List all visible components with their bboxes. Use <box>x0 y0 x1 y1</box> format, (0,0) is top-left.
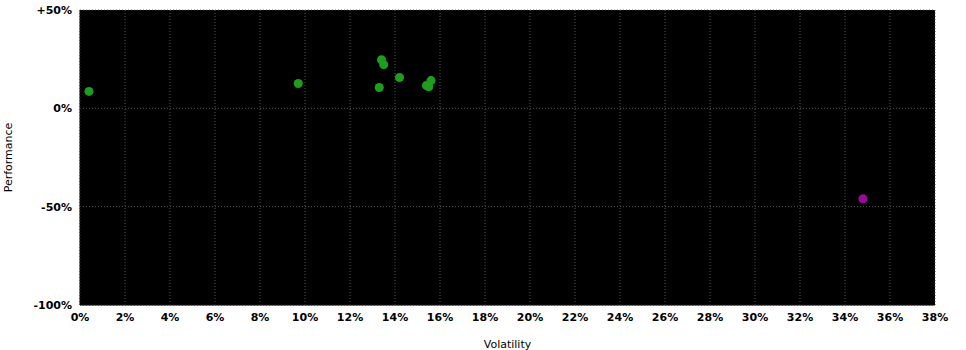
svg-text:12%: 12% <box>337 311 363 324</box>
svg-text:38%: 38% <box>922 311 948 324</box>
svg-text:16%: 16% <box>427 311 453 324</box>
svg-text:+50%: +50% <box>36 4 72 17</box>
svg-text:0%: 0% <box>71 311 90 324</box>
svg-text:26%: 26% <box>652 311 678 324</box>
svg-text:32%: 32% <box>787 311 813 324</box>
svg-text:36%: 36% <box>877 311 903 324</box>
svg-text:Performance: Performance <box>8 122 15 192</box>
svg-text:-100%: -100% <box>33 299 72 312</box>
svg-text:0%: 0% <box>53 102 72 115</box>
svg-text:28%: 28% <box>697 311 723 324</box>
svg-text:2%: 2% <box>116 311 135 324</box>
svg-text:10%: 10% <box>292 311 318 324</box>
svg-text:34%: 34% <box>832 311 858 324</box>
svg-text:6%: 6% <box>206 311 225 324</box>
svg-text:-50%: -50% <box>41 201 72 214</box>
svg-text:22%: 22% <box>562 311 588 324</box>
svg-text:14%: 14% <box>382 311 408 324</box>
svg-text:24%: 24% <box>607 311 633 324</box>
svg-text:4%: 4% <box>161 311 180 324</box>
svg-text:8%: 8% <box>251 311 270 324</box>
svg-text:20%: 20% <box>517 311 543 324</box>
svg-text:Volatility: Volatility <box>484 338 532 350</box>
svg-text:30%: 30% <box>742 311 768 324</box>
svg-text:18%: 18% <box>472 311 498 324</box>
